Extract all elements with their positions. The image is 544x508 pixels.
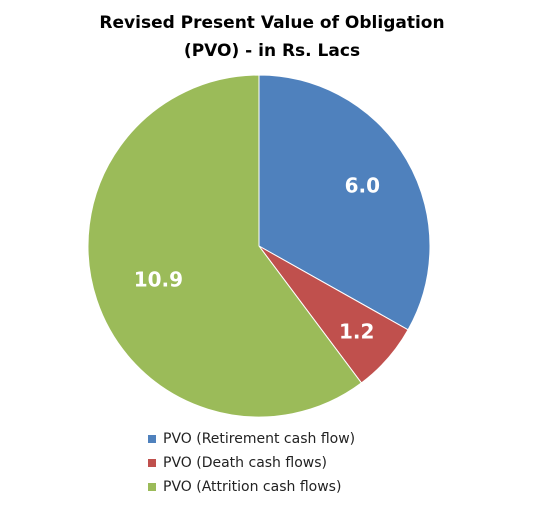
legend-label: PVO (Attrition cash flows) xyxy=(163,479,342,495)
legend: PVO (Retirement cash flow) PVO (Death cas… xyxy=(148,427,355,499)
pie-data-labels: 6.0 1.2 10.9 xyxy=(134,174,380,344)
legend-item-pvo-death-cash-flows: PVO (Death cash flows) xyxy=(148,451,355,475)
legend-item-pvo-attrition-cash-flows: PVO (Attrition cash flows) xyxy=(148,475,355,499)
legend-swatch xyxy=(148,435,156,443)
pie-slices xyxy=(87,74,431,418)
chart-title: Revised Present Value of Obligation (PVO… xyxy=(0,9,544,65)
data-label-pvo-death-cash-flows: 1.2 xyxy=(339,320,374,344)
data-label-pvo-retirement-cash-flow: 6.0 xyxy=(345,174,380,198)
legend-swatch xyxy=(148,459,156,467)
data-label-pvo-attrition-cash-flows: 10.9 xyxy=(134,267,183,291)
pie-slice-pvo-attrition-cash-flows xyxy=(87,74,363,418)
legend-swatch xyxy=(148,483,156,491)
legend-item-pvo-retirement-cash-flow: PVO (Retirement cash flow) xyxy=(148,427,355,451)
legend-label: PVO (Death cash flows) xyxy=(163,455,327,471)
legend-label: PVO (Retirement cash flow) xyxy=(163,431,356,447)
chart-title-line-2: (PVO) - in Rs. Lacs xyxy=(183,41,361,61)
chart-title-line-1: Revised Present Value of Obligation xyxy=(99,13,445,33)
pie-slice-pvo-retirement-cash-flow xyxy=(258,74,431,331)
